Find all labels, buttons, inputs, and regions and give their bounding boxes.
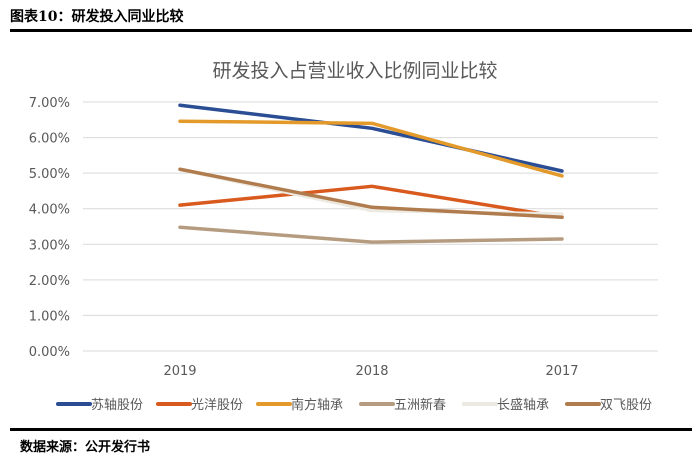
legend-label: 双飞股份 bbox=[600, 398, 652, 413]
y-tick-label: 3.00% bbox=[29, 238, 70, 253]
legend-label: 五洲新春 bbox=[394, 397, 446, 413]
series-line bbox=[178, 184, 564, 220]
y-tick-label: 4.00% bbox=[29, 203, 70, 218]
x-tick-label: 2018 bbox=[355, 364, 388, 379]
legend-label: 南方轴承 bbox=[291, 397, 343, 413]
y-tick-label: 5.00% bbox=[29, 167, 70, 182]
series-line bbox=[178, 167, 564, 220]
series-line bbox=[178, 119, 564, 178]
figure-title: 图表10：研发投入同业比较 bbox=[10, 9, 184, 25]
bottom-rule bbox=[10, 428, 692, 431]
x-tick-label: 2019 bbox=[163, 364, 196, 379]
y-tick-label: 1.00% bbox=[29, 309, 70, 324]
source-note: 数据来源：公开发行书 bbox=[20, 440, 151, 455]
top-rule bbox=[10, 29, 692, 32]
chart-title: 研发投入占营业收入比例同业比较 bbox=[212, 60, 497, 82]
y-tick-label: 2.00% bbox=[29, 274, 70, 289]
x-tick-label: 2017 bbox=[545, 364, 578, 379]
y-tick-label: 0.00% bbox=[29, 345, 70, 360]
legend-label: 光洋股份 bbox=[191, 398, 243, 413]
legend-label: 苏轴股份 bbox=[91, 397, 143, 413]
legend-label: 长盛轴承 bbox=[497, 398, 549, 413]
series-line bbox=[178, 225, 564, 244]
y-tick-label: 6.00% bbox=[29, 132, 70, 147]
y-tick-label: 7.00% bbox=[29, 96, 70, 111]
